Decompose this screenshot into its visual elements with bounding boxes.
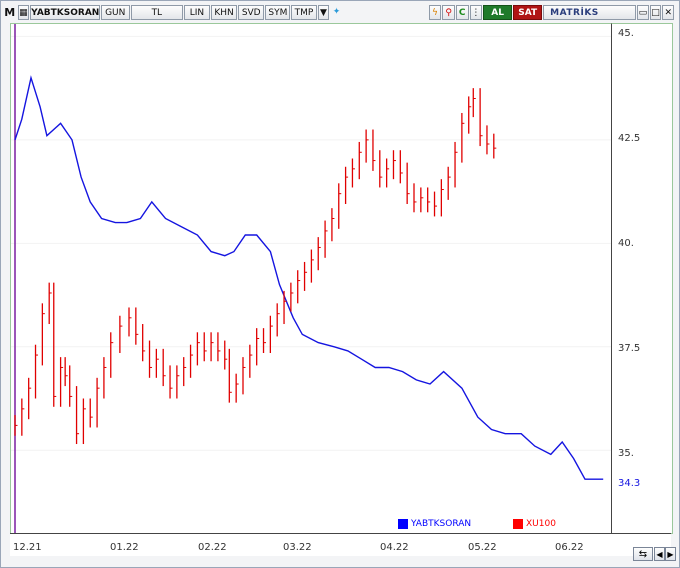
matriks-logo: MATRİKS — [543, 5, 637, 20]
period-button[interactable]: GUN — [100, 5, 130, 20]
dropdown-arrow-icon[interactable]: ▼ — [317, 5, 330, 20]
y-tick-label: 45. — [618, 28, 634, 39]
currency-button[interactable]: TL — [130, 5, 183, 20]
toolbar: M ▦ YABTKSORAN GUN TL LIN KHN SVD SYM TM… — [3, 4, 675, 21]
sym-button[interactable]: SYM — [265, 5, 291, 20]
y-tick-label: 35. — [618, 448, 634, 459]
y-tick-label: 42.5 — [618, 133, 641, 144]
legend-item-xu100: XU100 — [513, 519, 556, 529]
tmp-button[interactable]: TMP — [291, 5, 317, 20]
close-icon[interactable]: ✕ — [662, 5, 675, 20]
buy-button[interactable]: AL — [483, 5, 513, 20]
grid-lines — [11, 35, 612, 451]
minimize-icon[interactable]: ▭ — [637, 5, 649, 20]
lin-button[interactable]: LIN — [183, 5, 211, 20]
plot-area[interactable] — [10, 23, 612, 534]
x-tick-label: 04.22 — [380, 542, 409, 553]
legend-swatch — [513, 519, 523, 529]
series-line-yabtksoran — [14, 75, 604, 480]
last-value-label: 34.3 — [618, 478, 641, 489]
sync-icon[interactable]: ⇆ — [633, 547, 653, 561]
y-tick-label: 40. — [618, 238, 634, 249]
scroll-right-icon[interactable]: ▶ — [665, 547, 676, 561]
window-menu-button[interactable]: M — [4, 6, 16, 19]
legend-label: XU100 — [526, 519, 556, 529]
price-chart — [11, 24, 612, 533]
pin-icon[interactable]: ⚲ — [442, 5, 455, 20]
svd-button[interactable]: SVD — [238, 5, 265, 20]
legend-item-yabtksoran: YABTKSORAN — [398, 519, 471, 529]
x-tick-label: 06.22 — [555, 542, 584, 553]
legend-label: YABTKSORAN — [411, 519, 472, 529]
symbol-field[interactable]: YABTKSORAN — [30, 5, 100, 20]
x-tick-label: 05.22 — [468, 542, 497, 553]
series-bars-xu100 — [14, 88, 497, 445]
y-tick-label: 37.5 — [618, 343, 641, 354]
y-axis: 45. 42.5 40. 37.5 35. 34.3 — [611, 23, 673, 534]
series-layer — [14, 75, 604, 480]
x-tick-label: 03.22 — [283, 542, 312, 553]
legend-swatch — [398, 519, 408, 529]
maximize-icon[interactable]: □ — [649, 5, 662, 20]
x-tick-label: 02.22 — [198, 542, 227, 553]
khn-button[interactable]: KHN — [211, 5, 238, 20]
sell-button[interactable]: SAT — [513, 5, 543, 20]
grid-icon[interactable]: ▦ — [17, 5, 30, 20]
twitter-bird-icon[interactable]: ✦ — [332, 7, 341, 17]
link-icon[interactable]: ⋮ — [469, 5, 483, 20]
x-tick-label: 01.22 — [110, 542, 139, 553]
x-axis: 12.21 01.22 02.22 03.22 04.22 05.22 06.2… — [10, 533, 671, 556]
flash-icon[interactable]: ϟ — [428, 5, 442, 20]
x-tick-label: 12.21 — [13, 542, 42, 553]
refresh-icon[interactable]: C — [455, 5, 469, 20]
scroll-left-icon[interactable]: ◀ — [654, 547, 665, 561]
